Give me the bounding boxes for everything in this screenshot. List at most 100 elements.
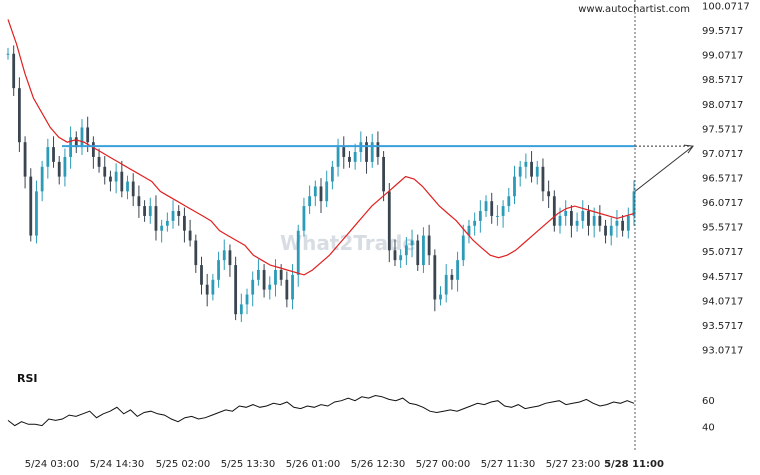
candle-body [279,269,283,280]
candle-body [564,211,568,216]
candle-body [234,265,238,315]
candle-body [148,206,152,216]
candle-body [604,225,607,236]
candlestick-series [6,45,636,323]
candle-body [473,220,477,226]
price-axis: 100.0717 99.5717 99.0717 98.5717 98.0717 97.5… [702,2,750,357]
candle-body [35,191,38,236]
site-label: www.autochartist.com [578,4,690,15]
candle-body [416,240,420,266]
candle-body [370,142,374,162]
candle-body [6,53,10,55]
time-tick-label: 5/27 11:30 [481,459,535,470]
candle-body [114,171,118,182]
price-tick-label: 95.0717 [702,247,743,258]
candle-body [177,211,181,216]
candle-body [615,220,619,226]
candle-body [109,176,112,182]
rsi-line [7,394,635,427]
candle-body [513,176,516,197]
candle-body [154,206,158,231]
rsi-tick-label: 60 [702,396,715,407]
candle-body [103,166,107,177]
candle-body [131,181,135,197]
candle-body [467,225,471,236]
candle-body [40,166,44,192]
candle-body [205,284,209,295]
candle-body [52,147,55,162]
candle-body [507,196,511,207]
price-tick-label: 99.0717 [702,51,743,62]
candle-body [251,279,255,295]
time-tick-label: 5/25 02:00 [156,459,210,470]
candle-body [433,255,437,300]
candle-body [74,137,78,148]
price-tick-label: 94.0717 [702,296,743,307]
candle-body [217,260,220,280]
time-tick-label: 5/26 01:00 [286,459,340,470]
candle-body [387,191,391,251]
watermark: What2Trade [280,231,416,255]
candle-body [245,294,249,305]
candle-body [547,191,551,197]
candle-body [393,250,397,261]
time-tick-label: 5/27 00:00 [416,459,470,470]
candle-body [308,196,312,207]
candle-body [63,156,67,177]
price-tick-label: 98.0717 [702,100,743,111]
candle-body [535,166,539,177]
candle-body [410,240,414,246]
price-tick-label: 95.5717 [702,223,743,234]
candle-body [325,181,329,202]
candle-body [575,220,579,226]
candle-body [609,225,613,236]
candle-body [444,274,448,295]
candle-body [257,269,260,280]
price-tick-label: 93.0717 [702,346,743,357]
candle-body [621,220,625,231]
candle-body [461,235,465,261]
candle-body [285,279,289,300]
projection-arrow-line [634,145,694,192]
candle-body [319,186,323,202]
candle-body [399,255,403,261]
candle-body [262,269,266,290]
time-tick-label: 5/24 14:30 [90,459,144,470]
candle-body [165,220,169,226]
moving-average-line [7,19,635,276]
candle-body [120,171,124,192]
price-tick-label: 97.0717 [702,149,743,160]
time-axis: 5/24 03:00 5/24 14:30 5/25 02:00 5/25 13:30… [25,459,664,470]
candle-body [330,166,334,182]
candle-body [126,181,129,192]
candle-body [342,147,346,157]
candle-body [86,127,90,143]
candle-body [558,215,562,226]
candle-body [23,142,27,177]
price-tick-label: 100.0717 [702,2,750,13]
candle-body [200,265,203,285]
price-panel: 100.0717 99.5717 99.0717 98.5717 98.0717 97.5… [6,2,750,357]
candle-body [496,215,499,217]
candle-body [348,156,351,162]
projection-arrow-head [683,144,694,154]
candle-body [222,250,226,261]
candle-body [296,230,300,275]
price-tick-label: 93.5717 [702,321,743,332]
candle-body [592,215,596,226]
candle-body [478,211,482,221]
price-tick-label: 97.5717 [702,124,743,135]
candle-body [57,161,61,177]
candle-body [171,211,175,221]
time-tick-label: 5/26 12:30 [351,459,405,470]
candle-body [552,196,556,226]
candle-body [382,156,385,192]
candle-body [518,166,522,177]
candle-body [490,201,494,216]
time-tick-label: 5/25 13:30 [221,459,275,470]
candle-body [239,304,243,315]
candle-body [376,142,380,157]
candle-body [80,127,84,148]
candle-body [313,186,317,197]
